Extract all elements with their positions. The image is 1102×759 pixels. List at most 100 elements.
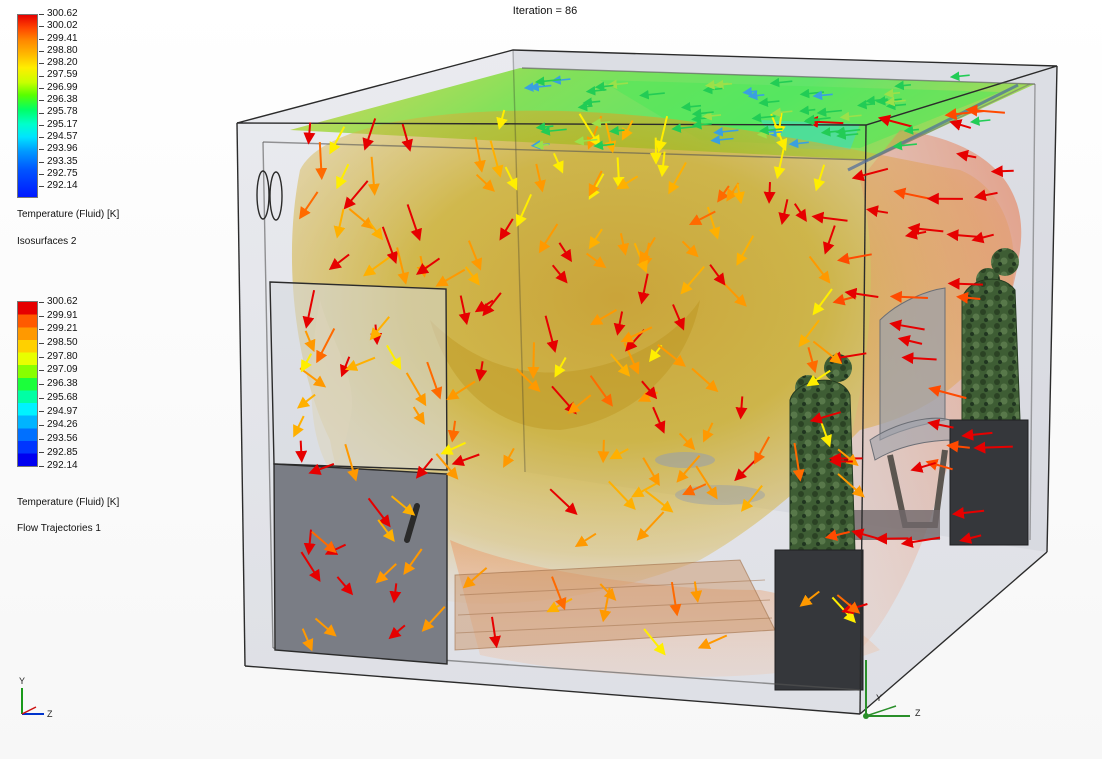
flow-arrow-icon <box>467 240 483 271</box>
flow-arrow-icon <box>333 208 346 239</box>
flow-arrow-icon <box>464 266 480 286</box>
legend-tick-label: 293.35 <box>39 156 78 168</box>
flow-arrow-icon <box>348 208 374 230</box>
flow-arrow-icon <box>809 411 841 424</box>
flow-arrow-icon <box>691 113 707 124</box>
flow-arrow-icon <box>311 531 337 554</box>
flow-arrow-icon <box>824 529 850 541</box>
flow-arrow-icon <box>608 480 636 510</box>
flow-arrow-icon <box>412 406 425 425</box>
flow-arrow-icon <box>793 203 807 223</box>
flow-arrow-icon <box>599 583 617 601</box>
flow-arrow-icon <box>759 125 783 136</box>
flow-trajectories <box>293 71 1014 656</box>
flow-arrow-icon <box>717 185 730 203</box>
flow-arrow-icon <box>691 367 719 393</box>
flow-arrow-icon <box>851 167 889 182</box>
flow-arrow-icon <box>589 309 617 326</box>
flow-arrow-icon <box>639 89 665 100</box>
legend-tick-label: 296.38 <box>39 377 78 391</box>
flow-arrow-icon <box>435 268 466 287</box>
flow-arrow-icon <box>951 506 985 519</box>
flow-arrow-icon <box>973 441 1013 454</box>
flow-arrow-icon <box>706 206 721 240</box>
flow-arrow-icon <box>594 81 614 92</box>
flow-arrow-icon <box>405 372 427 407</box>
flow-arrow-icon <box>549 488 578 516</box>
flow-arrow-icon <box>609 353 631 377</box>
legend-title: Temperature (Fluid) [K] <box>17 497 120 508</box>
flow-arrow-icon <box>329 126 346 155</box>
flow-arrow-icon <box>446 380 476 401</box>
flow-arrow-icon <box>367 156 380 196</box>
flow-arrow-icon <box>806 115 844 128</box>
flow-arrow-icon <box>641 380 658 400</box>
flow-arrow-icon <box>812 90 833 101</box>
flow-arrow-icon <box>956 291 981 304</box>
flow-arrow-icon <box>314 617 337 637</box>
flow-arrow-icon <box>851 528 881 541</box>
flow-arrow-icon <box>343 180 369 210</box>
flow-arrow-icon <box>381 226 398 265</box>
flow-arrow-icon <box>927 418 954 431</box>
flow-arrow-icon <box>816 107 842 117</box>
flow-arrow-icon <box>655 115 669 153</box>
flow-arrow-icon <box>585 86 607 96</box>
door-icon[interactable] <box>256 170 448 665</box>
flow-arrow-icon <box>621 120 634 141</box>
legend-tick-label: 297.59 <box>39 69 78 81</box>
flow-arrow-icon <box>643 628 666 656</box>
flow-arrow-icon <box>499 218 514 241</box>
flow-arrow-icon <box>301 628 314 652</box>
flow-arrow-icon <box>690 581 703 603</box>
legend-tick-label: 300.62 <box>39 295 78 309</box>
legend-tick-label: 295.17 <box>39 119 78 131</box>
flow-arrow-icon <box>447 420 460 443</box>
flow-arrow-icon <box>704 80 729 90</box>
reference-triad: Y Z <box>19 676 53 719</box>
flow-arrow-icon <box>344 443 359 482</box>
flow-arrow-icon <box>616 175 639 190</box>
flow-arrow-icon <box>893 187 930 200</box>
flow-arrow-icon <box>713 127 739 137</box>
flow-arrow-icon <box>990 165 1014 178</box>
flow-arrow-icon <box>474 136 486 173</box>
flow-arrow-icon <box>597 439 610 464</box>
flow-arrow-icon <box>697 634 728 649</box>
flow-arrow-icon <box>702 111 722 121</box>
flow-arrow-icon <box>763 182 776 204</box>
flow-arrow-icon <box>636 511 665 541</box>
flow-arrow-icon <box>949 71 970 82</box>
flow-arrow-icon <box>369 316 390 341</box>
scene-triad-y-label: Y <box>876 693 882 703</box>
flow-arrow-icon <box>959 532 982 544</box>
flow-arrow-icon <box>406 204 422 242</box>
flow-arrow-icon <box>961 428 993 441</box>
flow-arrow-icon <box>304 330 316 353</box>
flow-arrow-icon <box>613 311 626 336</box>
flow-arrow-icon <box>691 108 714 119</box>
flow-arrow-icon <box>389 583 402 604</box>
flow-arrow-icon <box>396 247 410 285</box>
flow-arrow-icon <box>638 236 656 264</box>
flow-arrow-icon <box>678 432 696 451</box>
flow-arrow-icon <box>515 193 533 228</box>
flow-arrow-icon <box>607 79 629 89</box>
legend-tick-label: 294.26 <box>39 418 78 432</box>
flow-arrow-icon <box>299 191 319 220</box>
flow-arrow-icon <box>823 225 836 255</box>
flow-arrow-icon <box>421 606 446 632</box>
flow-arrow-icon <box>489 616 501 649</box>
flow-arrow-icon <box>293 415 305 438</box>
flow-arrow-icon <box>637 273 650 305</box>
flow-arrow-icon <box>642 457 660 487</box>
flow-arrow-icon <box>475 173 495 192</box>
flow-arrow-icon <box>586 252 607 269</box>
flow-arrow-icon <box>303 529 316 556</box>
flow-arrow-icon <box>836 252 872 265</box>
flow-arrow-icon <box>589 375 613 407</box>
flow-arrow-icon <box>691 119 712 130</box>
flow-arrow-icon <box>907 222 944 235</box>
